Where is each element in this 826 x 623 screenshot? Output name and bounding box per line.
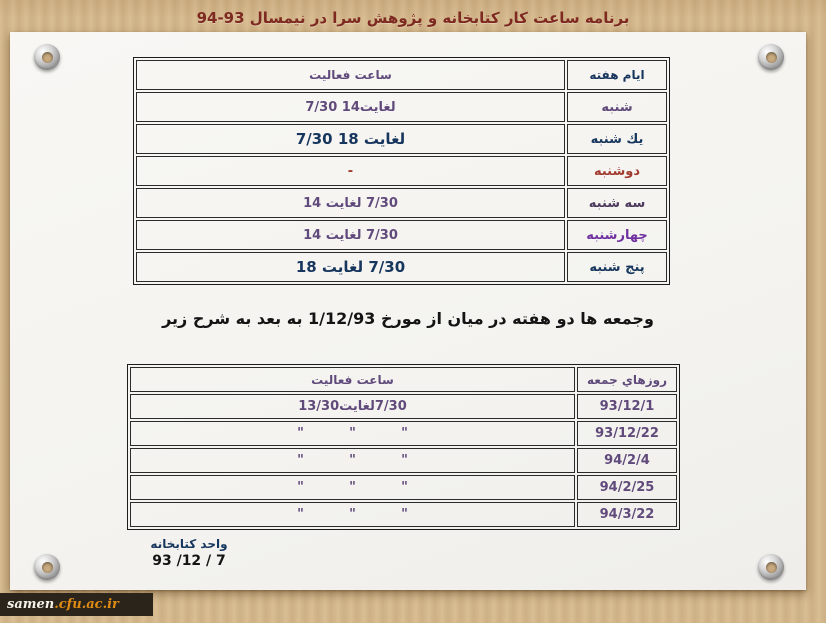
- table-row: 94/2/25 " " ": [130, 475, 677, 500]
- day-cell: شنبه: [567, 92, 667, 122]
- weekday-hours-table: ايام هفته ساعت فعاليت شنبه 7/30 لغايت14 …: [133, 57, 670, 285]
- page-title: برنامه ساعت كار كتابخانه و پژوهش سرا در …: [196, 9, 630, 27]
- table-row: 94/3/22 " " ": [130, 502, 677, 527]
- table-header-row: روزهاي جمعه ساعت فعاليت: [130, 367, 677, 392]
- table-row: پنج شنبه 7/30 لغايت 18: [136, 252, 667, 282]
- watermark-ribbon: samen .cfu.ac.ir: [0, 593, 153, 616]
- hours-cell: 7/30 لغايت 18: [136, 252, 565, 282]
- day-cell: سه شنبه: [567, 188, 667, 218]
- hours-cell: 7/30 لغايت 14: [136, 188, 565, 218]
- date-cell: 94/3/22: [577, 502, 677, 527]
- grommet-icon: [34, 554, 60, 580]
- column-header-fridays: روزهاي جمعه: [577, 367, 677, 392]
- table-row: 93/12/22 " " ": [130, 421, 677, 446]
- day-cell: يك شنبه: [567, 124, 667, 154]
- date-cell: 93/12/1: [577, 394, 677, 419]
- table-header-row: ايام هفته ساعت فعاليت: [136, 60, 667, 90]
- date-cell: 94/2/25: [577, 475, 677, 500]
- hours-cell: 7/30لغايت13/30: [130, 394, 575, 419]
- grommet-icon: [34, 44, 60, 70]
- ditto-cell: " " ": [130, 475, 575, 500]
- friday-note: وجمعه ها دو هفته در ميان از مورخ 1/12/93…: [162, 309, 654, 328]
- grommet-icon: [758, 554, 784, 580]
- table-row: 94/2/4 " " ": [130, 448, 677, 473]
- ditto-cell: " " ": [130, 502, 575, 527]
- footer-date: 93 /12 / 7: [152, 553, 226, 569]
- column-header-activity: ساعت فعاليت: [130, 367, 575, 392]
- day-cell: پنج شنبه: [567, 252, 667, 282]
- grommet-icon: [758, 44, 784, 70]
- table-row: سه شنبه 7/30 لغايت 14: [136, 188, 667, 218]
- date-cell: 93/12/22: [577, 421, 677, 446]
- friday-hours-table: روزهاي جمعه ساعت فعاليت 93/12/1 7/30لغاي…: [127, 364, 680, 530]
- watermark-prefix: samen: [7, 597, 55, 612]
- table-row: 93/12/1 7/30لغايت13/30: [130, 394, 677, 419]
- date-cell: 94/2/4: [577, 448, 677, 473]
- column-header-days: ايام هفته: [567, 60, 667, 90]
- watermark-suffix: .cfu.ac.ir: [54, 597, 119, 612]
- footer-signature: واحد كتابخانه 93 /12 / 7: [128, 537, 250, 569]
- table-row: شنبه 7/30 لغايت14: [136, 92, 667, 122]
- table-row: يك شنبه 7/30 لغايت 18: [136, 124, 667, 154]
- day-cell: چهارشنبه: [567, 220, 667, 250]
- table-row: دوشنبه -: [136, 156, 667, 186]
- ditto-cell: " " ": [130, 421, 575, 446]
- ditto-cell: " " ": [130, 448, 575, 473]
- hours-cell: -: [136, 156, 565, 186]
- paper-sheet: [10, 32, 806, 590]
- table-row: چهارشنبه 7/30 لغايت 14: [136, 220, 667, 250]
- hours-cell: 7/30 لغايت14: [136, 92, 565, 122]
- library-unit-label: واحد كتابخانه: [150, 537, 228, 551]
- column-header-activity: ساعت فعاليت: [136, 60, 565, 90]
- hours-cell: 7/30 لغايت 18: [136, 124, 565, 154]
- day-cell: دوشنبه: [567, 156, 667, 186]
- hours-cell: 7/30 لغايت 14: [136, 220, 565, 250]
